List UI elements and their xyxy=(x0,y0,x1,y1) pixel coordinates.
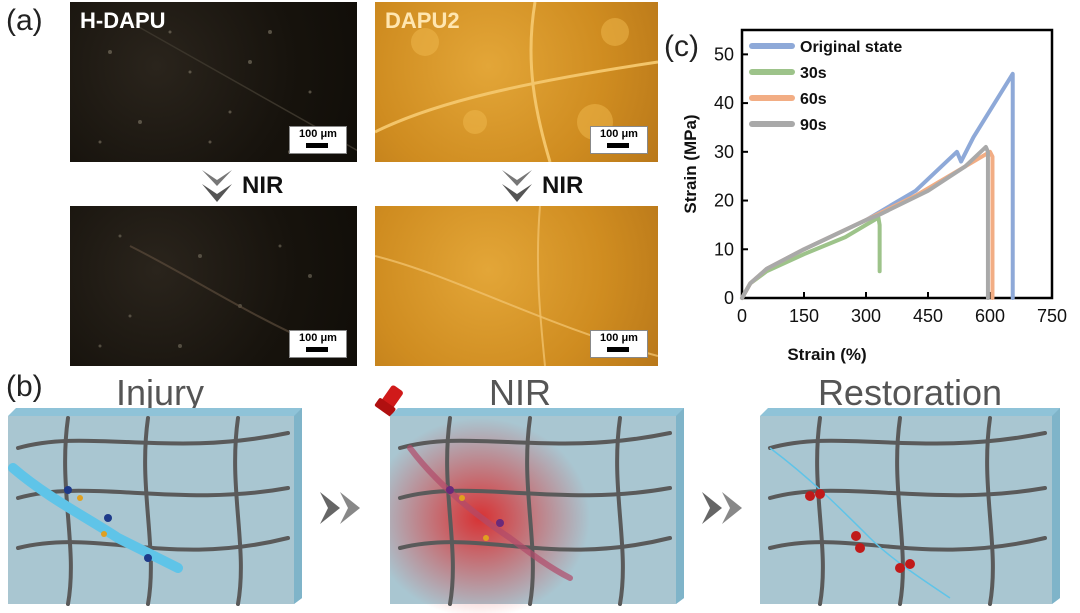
scale-bar-label: 100 μm xyxy=(600,128,638,140)
nir-step-right: NIR xyxy=(500,168,583,204)
block-nir xyxy=(390,408,684,613)
double-chevron-right-icon xyxy=(702,492,742,524)
y-tick-label: 30 xyxy=(714,142,734,162)
series-line xyxy=(740,144,990,300)
series-line xyxy=(740,215,882,300)
y-tick-label: 10 xyxy=(714,239,734,259)
legend-label: 90s xyxy=(800,117,827,134)
x-tick-label: 450 xyxy=(913,306,943,326)
scale-bar: 100 μm xyxy=(289,126,347,154)
micrograph-dapu2-before: DAPU2 100 μm xyxy=(375,2,658,162)
y-tick-label: 50 xyxy=(714,44,734,64)
scale-bar-label: 100 μm xyxy=(299,128,337,140)
x-tick-label: 150 xyxy=(789,306,819,326)
y-axis-label: Strain (MPa) xyxy=(681,114,700,213)
scale-bar-label: 100 μm xyxy=(600,332,638,344)
panel-a-letter: (a) xyxy=(6,4,43,37)
x-tick-label: 0 xyxy=(737,306,747,326)
stage-title-restoration: Restoration xyxy=(817,372,1003,413)
stress-strain-chart: 0 150 300 450 600 750 0 10 20 30 40 50 Strain (%) Str… xyxy=(681,28,1067,364)
block-injury xyxy=(8,408,302,606)
micrograph-h-dapu-before: H-DAPU 100 μm xyxy=(70,2,357,162)
micrograph-h-dapu-after: 100 μm xyxy=(70,206,357,366)
double-chevron-down-icon xyxy=(202,170,232,202)
scale-bar-label: 100 μm xyxy=(299,332,337,344)
double-chevron-right-icon xyxy=(320,492,360,524)
sample-label-dapu2: DAPU2 xyxy=(385,8,460,33)
double-chevron-down-icon xyxy=(502,170,532,202)
y-tick-label: 20 xyxy=(714,191,734,211)
plot-frame xyxy=(740,28,1054,300)
scale-bar: 100 μm xyxy=(289,330,347,358)
legend-label: 60s xyxy=(800,91,827,108)
block-restoration xyxy=(760,408,1060,606)
scale-bar: 100 μm xyxy=(590,126,648,154)
nir-step-label: NIR xyxy=(542,172,584,199)
x-tick-label: 750 xyxy=(1037,306,1067,326)
nir-step-label: NIR xyxy=(242,172,284,199)
panel-c-letter: (c) xyxy=(664,30,699,63)
y-tick-label: 0 xyxy=(724,288,734,308)
scale-bar: 100 μm xyxy=(590,330,648,358)
legend-label: 30s xyxy=(800,65,827,82)
micrograph-dapu2-after: 100 μm xyxy=(375,206,658,366)
x-tick-label: 600 xyxy=(975,306,1005,326)
x-axis-label: Strain (%) xyxy=(787,345,866,364)
legend-label: Original state xyxy=(800,39,902,56)
panel-b-letter: (b) xyxy=(6,370,43,403)
stage-title-nir: NIR xyxy=(489,372,551,413)
sample-label-h-dapu: H-DAPU xyxy=(80,8,166,33)
nir-step-left: NIR xyxy=(200,168,283,204)
y-tick-label: 40 xyxy=(714,93,734,113)
stage-title-injury: Injury xyxy=(115,372,205,413)
x-tick-label: 300 xyxy=(851,306,881,326)
